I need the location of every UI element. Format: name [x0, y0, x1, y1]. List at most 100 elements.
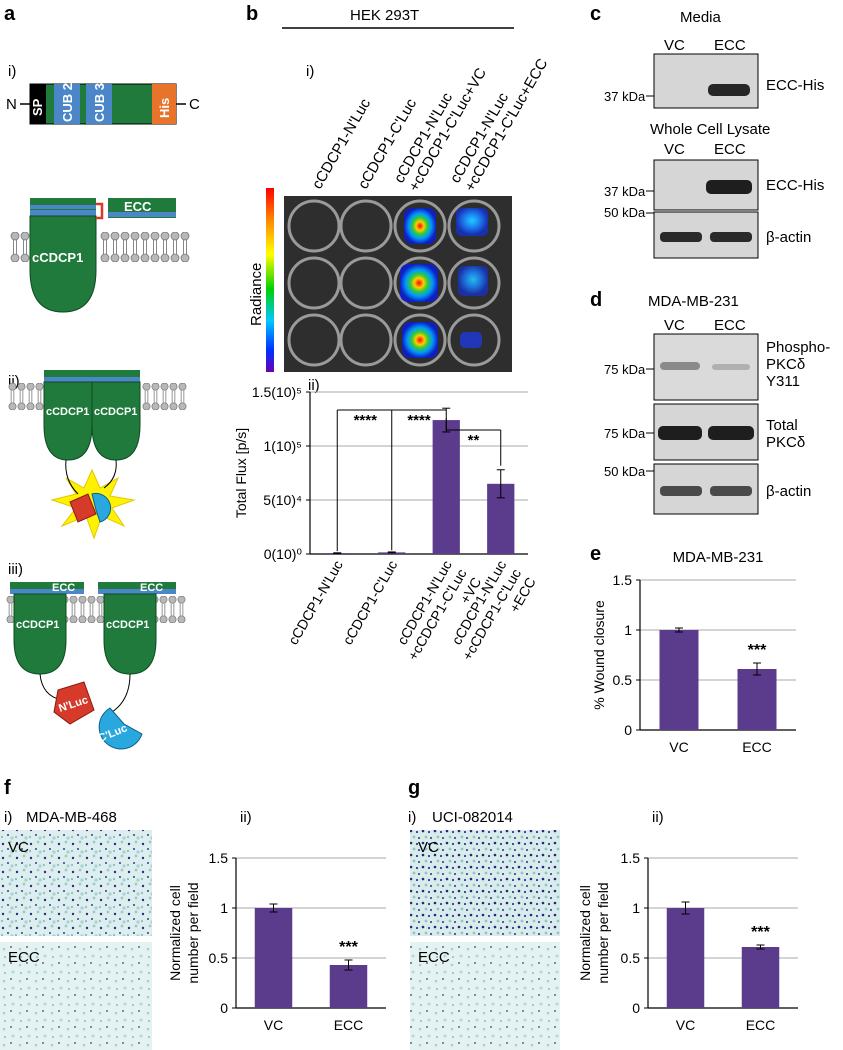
cluc-fragment-ii: [91, 492, 112, 523]
phospho-ladder-75: 75 kDa: [604, 362, 646, 377]
cleavage-bracket: [96, 202, 104, 220]
panel-f: f i) MDA-MB-468 VC ECC ii) 0 0.5 1 1.5 VC ECC…: [0, 777, 386, 1050]
signal-ecc-row1: [456, 208, 488, 236]
sp-domain-label: SP: [30, 98, 45, 116]
panel-letter-g: g: [408, 777, 420, 799]
radiance-scale-bar: [266, 188, 274, 372]
ecc-label-iii-left: ECC: [52, 582, 75, 594]
cub2-domain: [54, 84, 80, 124]
signal-vc-row3: [402, 322, 438, 358]
panel-letter-e: e: [590, 543, 601, 565]
micrograph-g-ecc-label: ECC: [418, 949, 450, 966]
chart-total-flux: 0(10)⁰ 5(10)⁴ 1(10)⁵ 1.5(10)⁵ cCDCP1-N'LuccC…: [233, 384, 539, 663]
actin-band-vc-c: [660, 232, 702, 242]
ccdcp1-shape: [29, 215, 97, 313]
phospho-band-ecc: [712, 364, 750, 370]
e-bar: [737, 669, 777, 730]
e-significance: ***: [748, 642, 767, 659]
total-pkc-ladder-75: 75 kDa: [604, 426, 646, 441]
f-ii-bar: [329, 965, 368, 1008]
cub2-domain-label: CUB 2: [60, 83, 75, 122]
cartoon-ecc-disruption: ECC ECC cCDCP1 cCDCP1 N'Luc C'Luc: [6, 582, 186, 750]
b-ii-ytick-label: 5(10)⁴: [263, 492, 302, 508]
f-ii-ytick-label: 1.5: [209, 850, 229, 866]
signal-vc-row1: [404, 208, 436, 244]
g-ii-category-label: VC: [676, 1017, 695, 1033]
ccdcp1-label-ii-right: cCDCP1: [94, 406, 137, 418]
total-pkc-band-ecc: [708, 426, 754, 440]
n-terminus-label: N: [6, 96, 17, 113]
actin-ladder-50-d: 50 kDa: [604, 464, 646, 479]
micrograph-f-ecc: [0, 942, 152, 1050]
panel-letter-a: a: [4, 3, 16, 25]
f-ii-ytick-label: 0.5: [209, 950, 229, 966]
e-ytick-label: 1.5: [613, 572, 633, 588]
micrograph-g-vc: [410, 830, 560, 936]
micrograph-g-ecc: [410, 942, 560, 1050]
panel-letter-f: f: [4, 777, 11, 799]
b-ii-y-axis-label: Total Flux [p/s]: [233, 428, 249, 518]
g-ii-bar: [741, 947, 780, 1008]
panel-a-sub-iii: iii): [8, 561, 23, 578]
e-title: MDA-MB-231: [673, 549, 764, 566]
chart-f-cell-number: 0 0.5 1 1.5 VC ECC Normalized cell number per f…: [167, 850, 386, 1033]
signal-ecc-row2: [458, 266, 488, 296]
f-ii-ytick-label: 0: [220, 1000, 228, 1016]
panel-f-cell-line: MDA-MB-468: [26, 809, 117, 826]
phospho-label: Phospho- PKCδ Y311: [766, 339, 834, 390]
panel-g: g i) UCI-082014 VC ECC ii) 0 0.5 1 1.5 VC ECC…: [408, 777, 798, 1050]
panel-e: e 0 0.5 1 1.5 VC ECC % Wound closure MDA-MB-231…: [590, 543, 796, 755]
panel-f-sub-i: i): [4, 809, 12, 826]
media-title: Media: [680, 9, 722, 26]
lysate-ladder-37: 37 kDa: [604, 184, 646, 199]
micrograph-g-vc-label: VC: [418, 839, 439, 856]
f-ii-ytick-label: 1: [220, 900, 228, 916]
g-ii-ytick-label: 0.5: [621, 950, 641, 966]
g-ii-y-axis-label: Normalized cell number per field: [577, 882, 611, 983]
panel-f-sub-ii: ii): [240, 809, 252, 826]
media-lane-ecc: ECC: [714, 37, 746, 54]
g-ii-category-label: ECC: [746, 1017, 776, 1033]
chart-g-cell-number: 0 0.5 1 1.5 VC ECC Normalized cell number per f…: [577, 850, 798, 1033]
b-ii-significance: ****: [407, 412, 431, 429]
f-ii-significance: ***: [339, 939, 358, 956]
g-ii-significance: ***: [751, 924, 770, 941]
ccdcp1-label-iii-left: cCDCP1: [16, 619, 59, 631]
panel-b-sub-i: i): [306, 63, 314, 80]
ccdcp1-label-ii-left: cCDCP1: [46, 406, 89, 418]
f-ii-category-label: ECC: [334, 1017, 364, 1033]
b-ii-category-label: cCDCP1-N'Luc: [285, 558, 346, 648]
micrograph-f-ecc-label: ECC: [8, 949, 40, 966]
cartoon-ecc-binding: cCDCP1 ECC: [10, 198, 190, 313]
g-ii-ytick-label: 0: [632, 1000, 640, 1016]
lysate-ladder-50: 50 kDa: [604, 205, 646, 220]
ecc-label-iii-right: ECC: [140, 582, 163, 594]
lysate-title: Whole Cell Lysate: [650, 121, 770, 138]
cluc-fragment-iii: [98, 707, 143, 750]
g-ii-bar: [666, 908, 705, 1008]
b-ii-significance: ****: [354, 412, 378, 429]
e-category-label: VC: [669, 739, 688, 755]
panel-b-cell-line: HEK 293T: [350, 7, 419, 24]
panel-d: d MDA-MB-231 VC ECC 75 kDa Phospho- PKCδ…: [590, 289, 834, 515]
media-band-label: ECC-His: [766, 77, 824, 94]
media-band-ecc: [708, 84, 750, 96]
total-pkc-label: Total PKCδ: [766, 417, 805, 451]
radiance-label: Radiance: [248, 263, 265, 326]
panel-b-sub-ii: ii): [308, 377, 320, 394]
b-ii-ytick-label: 1(10)⁵: [264, 438, 303, 454]
e-y-axis-label: % Wound closure: [591, 600, 607, 710]
g-ii-ytick-label: 1: [632, 900, 640, 916]
b-ii-category-label: cCDCP1-C'Luc: [339, 558, 400, 648]
b-ii-ytick-label: 1.5(10)⁵: [252, 384, 302, 400]
e-ytick-label: 1: [624, 622, 632, 638]
panel-d-lane-vc: VC: [664, 317, 685, 334]
ccdcp1-label: cCDCP1: [32, 250, 83, 265]
nluc-fragment-ii: [69, 493, 97, 523]
chart-wound-closure: 0 0.5 1 1.5 VC ECC % Wound closure MDA-MB-231 **…: [591, 549, 796, 755]
panel-a-sub-ii: ii): [8, 373, 20, 390]
b-ii-significance: **: [468, 432, 480, 449]
b-ii-ytick-label: 0(10)⁰: [264, 546, 303, 562]
panel-c: c Media VC ECC 37 kDa ECC-His Whole Cell…: [590, 3, 824, 259]
media-ladder-37: 37 kDa: [604, 89, 646, 104]
